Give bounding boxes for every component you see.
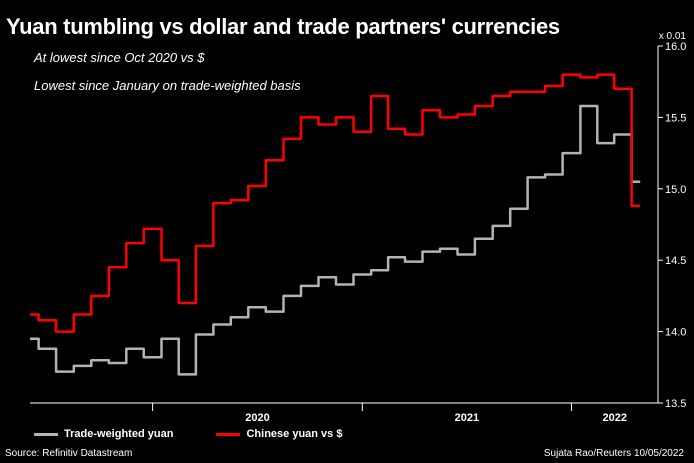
legend: Trade-weighted yuan Chinese yuan vs $	[34, 428, 382, 440]
credit-note: Sujata Rao/Reuters 10/05/2022	[543, 448, 684, 459]
x-year-label: 2021	[455, 412, 479, 424]
series-line-trade-weighted	[30, 104, 641, 376]
y-tick-label: 15.5	[665, 112, 686, 124]
source-note: Source: Refinitiv Datastream	[5, 448, 133, 459]
legend-label-usd: Chinese yuan vs $	[246, 428, 343, 440]
legend-item-trade-weighted: Trade-weighted yuan	[34, 428, 173, 440]
series-line-usd	[30, 73, 641, 333]
annotation-trade-weighted: Lowest since January on trade-weighted b…	[34, 78, 301, 93]
y-tick-label: 14.0	[665, 327, 686, 339]
y-tick-label: 16.0	[665, 41, 686, 53]
legend-swatch-usd	[216, 432, 241, 436]
y-axis-unit-label: x 0.01	[658, 31, 686, 42]
legend-label-trade-weighted: Trade-weighted yuan	[64, 428, 174, 440]
annotation-usd: At lowest since Oct 2020 vs $	[34, 50, 205, 65]
series-lines	[30, 73, 641, 376]
y-axis: 13.5 14.0 14.5 15.0 15.5 16.0	[657, 41, 686, 410]
y-tick-label: 13.5	[665, 398, 686, 410]
x-year-label: 2020	[245, 412, 269, 424]
legend-item-usd: Chinese yuan vs $	[216, 428, 342, 440]
x-axis: 2020 2021 2022	[30, 402, 658, 424]
x-year-label: 2022	[602, 412, 626, 424]
legend-swatch-trade-weighted	[34, 432, 58, 436]
y-tick-label: 15.0	[665, 184, 686, 196]
chart-title: Yuan tumbling vs dollar and trade partne…	[6, 14, 560, 39]
y-tick-label: 14.5	[665, 255, 686, 267]
